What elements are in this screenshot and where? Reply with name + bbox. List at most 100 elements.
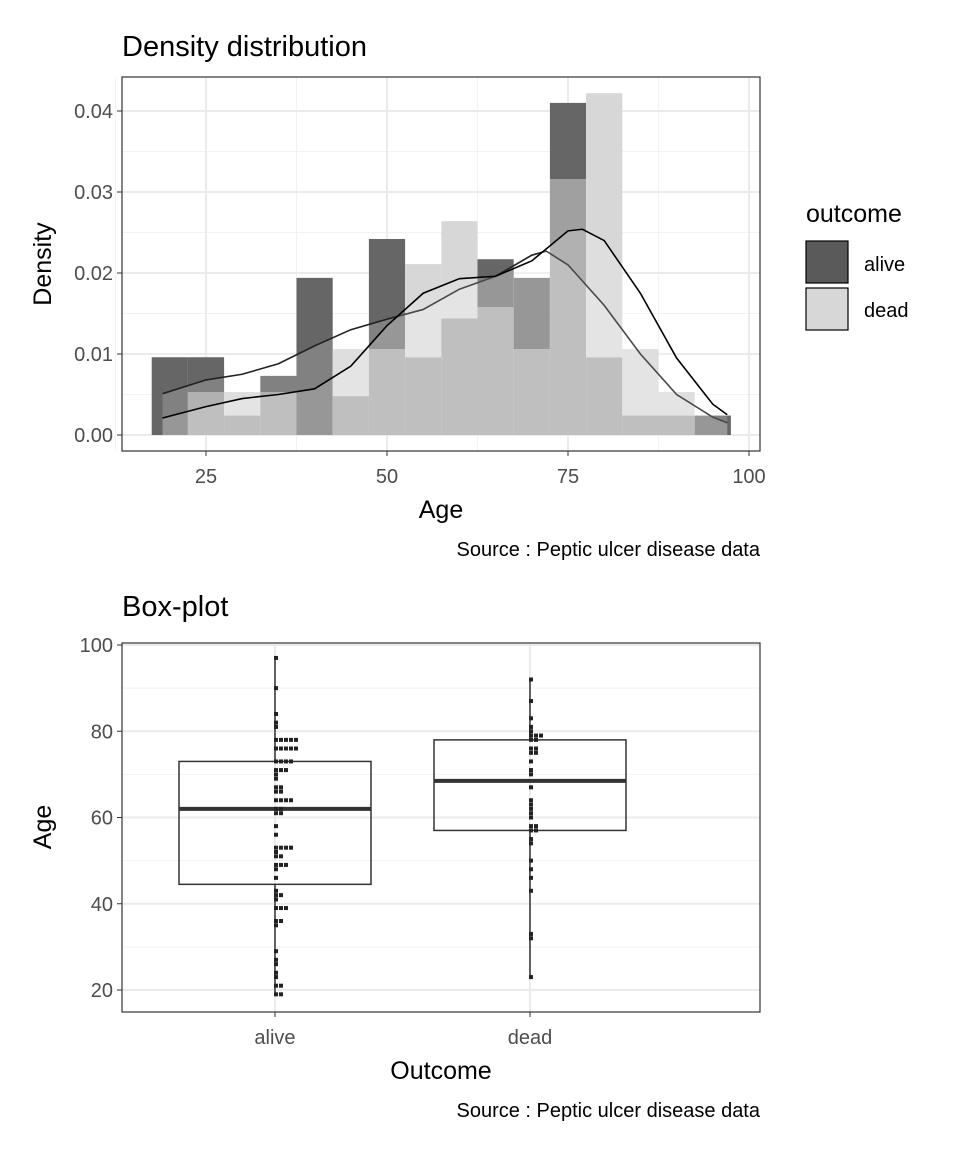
data-point-dead [529, 746, 533, 751]
data-point-dead [529, 750, 533, 755]
histogram-bar-alive [296, 277, 333, 435]
data-point-alive [279, 811, 283, 816]
data-point-dead [529, 875, 533, 880]
data-point-alive [274, 893, 278, 898]
data-point-dead [529, 785, 533, 790]
data-point-dead [539, 733, 543, 738]
data-point-dead [529, 802, 533, 807]
histogram-bar-overlap [368, 349, 406, 435]
y-tick-label: 0.00 [74, 425, 113, 447]
y-axis-label: Density [29, 222, 57, 306]
data-point-alive [279, 992, 283, 997]
data-point-alive [274, 962, 278, 967]
data-point-alive [274, 811, 278, 816]
histogram-bar-alive [513, 277, 550, 350]
boxplot-panel: alive dead 20 40 60 80 100 Box-plot Outcome Age So… [29, 591, 761, 1122]
histogram-bar-overlap [332, 396, 369, 435]
data-point-alive [274, 867, 278, 872]
data-point-alive [274, 983, 278, 988]
data-point-alive [279, 737, 283, 742]
histogram-bar-alive [260, 375, 297, 393]
data-point-alive [274, 832, 278, 837]
data-point-dead [529, 828, 533, 833]
legend-title: outcome [806, 200, 902, 228]
data-point-dead [529, 837, 533, 842]
histogram-bar-overlap [477, 307, 514, 435]
data-point-alive [284, 862, 288, 867]
data-point-alive [274, 798, 278, 803]
data-point-alive [274, 923, 278, 928]
data-point-alive [274, 759, 278, 764]
density-area-alive [162, 251, 728, 435]
data-point-alive [274, 906, 278, 911]
histogram-bar-overlap [658, 415, 695, 435]
data-point-dead [529, 724, 533, 729]
data-point-alive [274, 720, 278, 725]
data-point-alive [274, 897, 278, 902]
x-tick-label: 25 [195, 466, 217, 488]
data-point-dead [529, 975, 533, 980]
data-point-alive [274, 746, 278, 751]
histogram-bar-dead [441, 221, 478, 319]
data-point-alive [274, 919, 278, 923]
data-point-alive [284, 768, 288, 773]
data-point-alive [279, 983, 283, 988]
data-point-dead [534, 828, 538, 833]
data-point-alive [284, 746, 288, 751]
data-point-dead [529, 759, 533, 764]
data-point-dead [529, 798, 533, 803]
y-axis-label: Age [29, 805, 57, 849]
data-point-alive [279, 919, 283, 923]
data-point-alive [274, 862, 278, 867]
x-tick-label: 75 [557, 466, 579, 488]
y-tick-label: 0.03 [74, 182, 113, 204]
density-curve-alive [162, 250, 728, 424]
data-point-dead [529, 806, 533, 811]
histogram-bar-overlap [187, 392, 225, 435]
data-point-dead [534, 824, 538, 829]
data-point-alive [274, 975, 278, 980]
data-point-alive [289, 759, 293, 764]
data-point-dead [529, 931, 533, 936]
data-point-dead [529, 716, 533, 721]
data-point-dead [529, 729, 533, 734]
y-tick-label: 100 [80, 635, 113, 657]
data-point-alive [279, 759, 283, 764]
data-point-alive [274, 854, 278, 859]
data-point-dead [534, 746, 538, 751]
density-panel: 25 50 75 100 0.00 0.01 0.02 0.03 0.04 Density dis… [29, 31, 909, 561]
density-area-dead [162, 229, 728, 435]
data-point-alive [294, 746, 298, 751]
y-tick-label: 0.02 [74, 263, 113, 285]
data-point-alive [279, 785, 283, 790]
data-point-alive [274, 824, 278, 829]
data-point-alive [284, 759, 288, 764]
data-point-alive [279, 798, 283, 803]
legend-key-alive [805, 240, 849, 284]
data-point-dead [529, 815, 533, 820]
data-point-alive [289, 737, 293, 742]
histogram-bar-alive [187, 357, 225, 393]
data-point-alive [274, 768, 278, 773]
data-point-alive [279, 906, 283, 911]
data-point-alive [279, 768, 283, 773]
legend-label-alive: alive [864, 254, 905, 276]
histogram-bar-overlap [586, 357, 623, 435]
data-point-alive [279, 893, 283, 898]
data-point-alive [274, 888, 278, 893]
chart-title: Box-plot [122, 591, 228, 623]
x-tick-label: alive [254, 1027, 295, 1049]
histogram-bar-alive [477, 259, 514, 308]
data-point-dead [529, 841, 533, 846]
histogram-bar-alive [549, 102, 587, 180]
density-curve-dead [162, 228, 728, 419]
data-point-dead [529, 811, 533, 816]
histogram-bar-dead [405, 264, 442, 358]
data-point-alive [274, 850, 278, 854]
panel-border [121, 642, 761, 1013]
data-point-alive [274, 992, 278, 997]
y-tick-label: 60 [91, 808, 113, 830]
x-axis-label: Age [419, 496, 463, 524]
histogram-bar-overlap [622, 415, 659, 435]
data-point-dead [529, 867, 533, 872]
